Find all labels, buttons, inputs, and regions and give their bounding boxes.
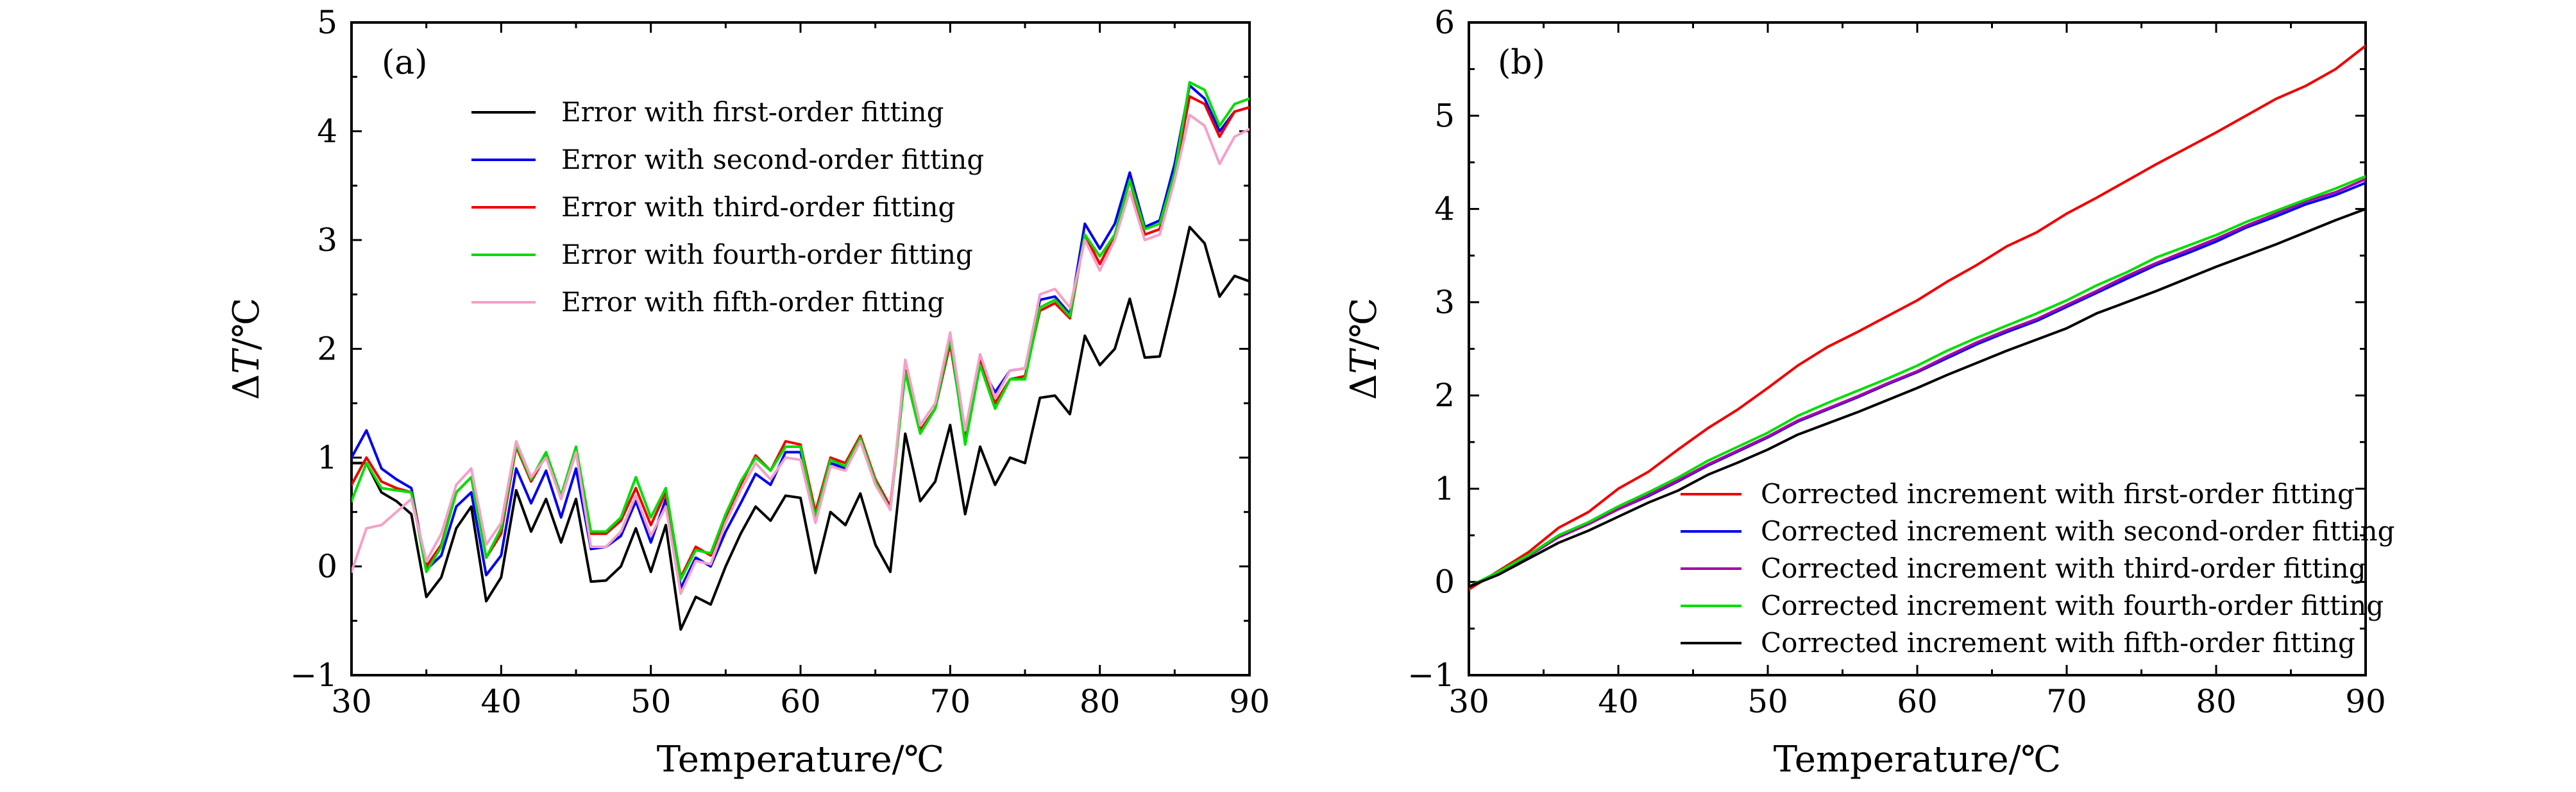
y-tick-label: 3: [1434, 284, 1455, 321]
y-axis-variable: T: [226, 348, 267, 374]
panel-b: 30 40 50 60 70 80 90 −1 0 1 2 3 4 5 6 Temperature/℃ ΔT/℃…: [1343, 4, 2395, 780]
legend-label-4: Error with fourth-order fitting: [561, 239, 973, 270]
series-line-1: [352, 225, 1250, 631]
y-tick-label: 0: [317, 548, 337, 585]
legend-label-3: Corrected increment with third-order fit…: [1761, 553, 2366, 584]
y-axis-unit: /℃: [1343, 298, 1385, 350]
legend-label-2: Corrected increment with second-order fi…: [1761, 515, 2395, 547]
panel-label: (b): [1498, 44, 1545, 82]
legend: Corrected increment with first-order fit…: [1681, 478, 2395, 659]
y-axis-title: ΔT/℃: [1343, 298, 1385, 400]
x-tick-label: 30: [331, 683, 372, 720]
y-tick-label: −1: [290, 657, 337, 694]
x-tick-label: 50: [631, 683, 672, 720]
x-tick-label: 50: [1747, 683, 1788, 720]
y-tick-label: 1: [317, 439, 337, 476]
series-line-3: [1469, 178, 2366, 588]
y-tick-label: 5: [1434, 97, 1455, 134]
x-tick-label: 30: [1448, 683, 1489, 720]
x-axis-title: Temperature/℃: [1774, 739, 2061, 780]
y-tick-label: 4: [1434, 191, 1455, 228]
x-tick-label: 70: [930, 683, 971, 720]
series-line-4: [352, 81, 1250, 581]
legend: Error with first-order fitting Error with…: [471, 96, 984, 318]
x-tick-label: 90: [2345, 683, 2386, 720]
panel-a: 30 40 50 60 70 80 90 −1 0 1 2 3 4 5 Temperature/℃ ΔT/℃ (…: [226, 4, 1270, 780]
y-axis-delta: Δ: [1343, 374, 1385, 400]
x-tick-label: 80: [1080, 683, 1121, 720]
legend-label-2: Error with second-order fitting: [561, 144, 984, 175]
x-tick-label: 90: [1229, 683, 1270, 720]
x-tick-label: 40: [1598, 683, 1639, 720]
y-tick-label: 1: [1434, 470, 1455, 507]
y-axis-unit: /℃: [226, 298, 267, 350]
series-line-1: [1469, 44, 2366, 591]
y-axis-delta: Δ: [226, 374, 267, 400]
y-tick-label: −1: [1407, 657, 1455, 694]
legend-label-1: Corrected increment with first-order fit…: [1761, 478, 2355, 510]
y-tick-label: 5: [317, 4, 337, 41]
legend-label-5: Corrected increment with fifth-order fit…: [1761, 627, 2355, 659]
y-tick-label: 4: [317, 113, 337, 150]
legend-label-5: Error with fifth-order fitting: [561, 286, 945, 318]
legend-label-4: Corrected increment with fourth-order fi…: [1761, 590, 2384, 621]
series-line-5: [352, 114, 1250, 595]
y-tick-label: 2: [1434, 377, 1455, 414]
series-line-3: [352, 95, 1250, 579]
y-tick-label: 3: [317, 221, 337, 259]
y-axis-title: ΔT/℃: [226, 298, 267, 400]
x-tick-label: 80: [2196, 683, 2237, 720]
x-tick-label: 60: [1897, 683, 1938, 720]
y-tick-label: 6: [1434, 4, 1455, 41]
x-tick-label: 70: [2046, 683, 2087, 720]
series-line-4: [1469, 175, 2366, 588]
panel-label: (a): [382, 44, 428, 82]
series-line-5: [1469, 207, 2366, 588]
y-tick-label: 2: [317, 331, 337, 368]
x-tick-label: 60: [780, 683, 821, 720]
y-tick-label: 0: [1434, 564, 1455, 601]
legend-label-3: Error with third-order fitting: [561, 191, 955, 223]
y-axis-variable: T: [1343, 348, 1385, 374]
x-tick-label: 40: [481, 683, 522, 720]
x-axis-title: Temperature/℃: [657, 739, 944, 780]
legend-label-1: Error with first-order fitting: [561, 96, 944, 128]
